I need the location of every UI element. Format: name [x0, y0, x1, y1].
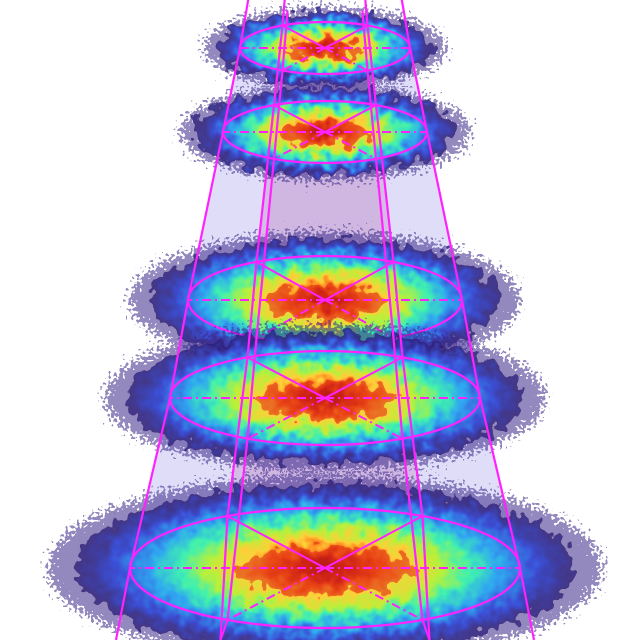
slice-spoke	[247, 356, 326, 399]
beam-slice-1	[204, 7, 446, 89]
slice-spoke	[256, 261, 326, 301]
slice-spoke	[273, 104, 326, 133]
slice-core	[255, 381, 395, 420]
slice-spoke	[247, 397, 326, 440]
slice-spoke	[324, 397, 403, 440]
slice-core	[263, 284, 387, 320]
slice-spoke	[324, 24, 368, 49]
frustum-edge-line	[219, 0, 286, 640]
frustum-edge-line	[364, 0, 431, 640]
slice-spoke	[282, 24, 326, 49]
frustum-edge-line	[219, 10, 289, 640]
frustum-edge-line	[361, 10, 431, 640]
slice-spoke	[227, 515, 326, 569]
slice-core	[237, 547, 413, 595]
slice-core	[286, 38, 364, 60]
slice-spoke	[324, 47, 368, 72]
slice-spoke	[282, 47, 326, 72]
beam-slice-4	[104, 325, 546, 471]
slice-spoke	[324, 356, 403, 399]
frustum-edge-line	[400, 0, 536, 640]
slice-core	[279, 121, 371, 146]
frustum-edges	[114, 0, 536, 640]
slice-spoke	[324, 515, 423, 569]
slices-group	[48, 7, 602, 640]
beam-slice-5	[48, 475, 602, 640]
slice-spoke	[324, 104, 377, 133]
frustum-edge-line	[114, 0, 250, 640]
slice-spoke	[324, 261, 394, 301]
